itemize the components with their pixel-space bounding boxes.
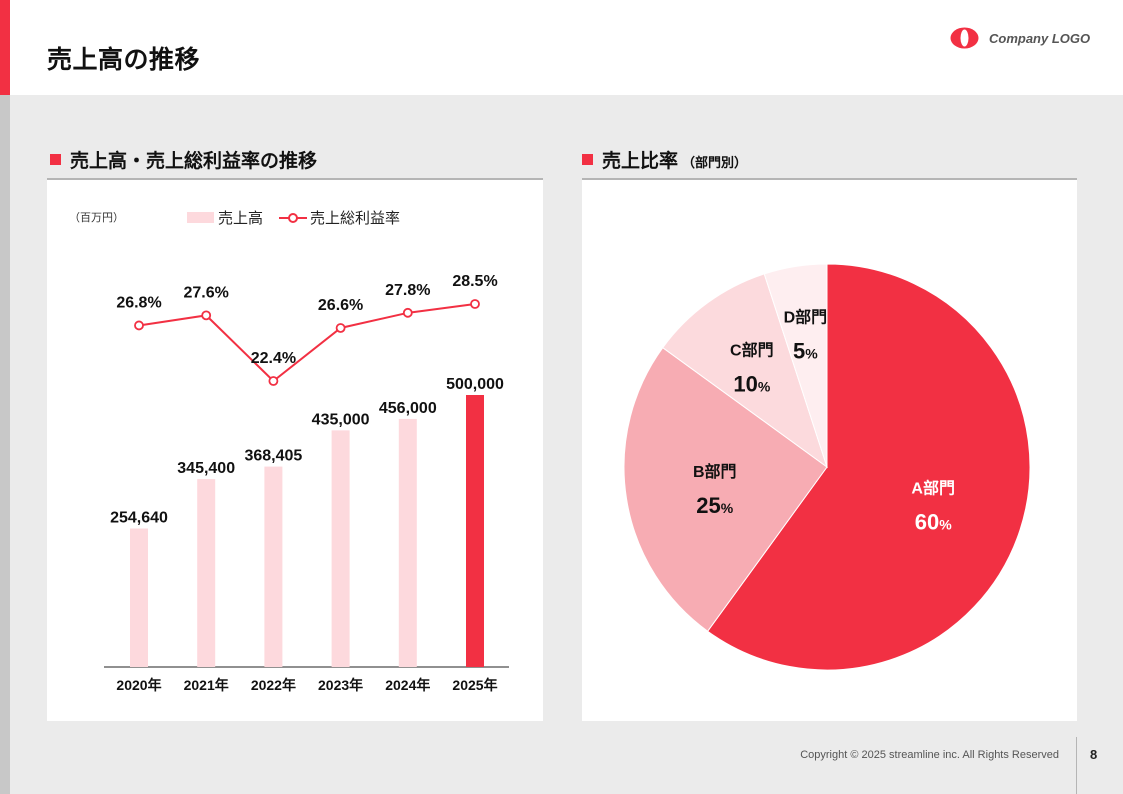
sales-bar — [197, 479, 216, 667]
legend-item-sales: 売上高 — [187, 207, 263, 228]
pie-slice-label: C部門 — [730, 341, 774, 360]
x-tick-label: 2021年 — [184, 677, 229, 693]
margin-point — [470, 299, 480, 309]
margin-point-label: 27.8% — [385, 282, 430, 299]
margin-line — [138, 303, 476, 383]
logo-icon — [950, 27, 979, 49]
pie-slice — [623, 346, 828, 632]
sales-bar — [398, 418, 417, 667]
section-marker-icon — [50, 154, 61, 165]
pie-slice — [706, 263, 1031, 671]
margin-point-label: 28.5% — [452, 273, 497, 290]
pie-slice-label: A部門 — [911, 479, 955, 498]
pie-slice-label: B部門 — [693, 462, 737, 481]
legend-item-margin: 売上総利益率 — [279, 207, 400, 228]
logo-text: Company LOGO — [989, 30, 1091, 46]
sales-ratio-panel: A部門 60% B部門 25% C部門 10% D部門 5% — [582, 178, 1077, 721]
margin-point — [402, 307, 413, 318]
sales-bar-label: 254,640 — [110, 509, 168, 526]
section-marker-icon — [582, 154, 593, 165]
legend-bar-swatch — [187, 212, 214, 223]
page-title: 売上高の推移 — [47, 46, 201, 74]
margin-point — [201, 310, 212, 321]
sales-ratio-section-title: 売上比率 （部門別） — [582, 146, 747, 173]
sales-combo-chart: 254,640 2020年 345,400 2021年 368,405 2022年 435,… — [104, 273, 509, 693]
pie-slice-value: 60% — [915, 510, 952, 535]
margin-point — [268, 376, 279, 386]
unit-label: （百万円） — [69, 212, 124, 224]
pie-slice-value: 25% — [696, 493, 733, 518]
pie-slice-value: 5% — [793, 339, 818, 364]
side-bar — [0, 95, 10, 794]
pie-slice — [763, 263, 828, 468]
sales-trend-panel: （百万円） 売上高 売上総利益率 254,640 2020年 345,400 2021… — [47, 178, 543, 721]
pie-slice — [662, 273, 828, 469]
header: 売上高の推移 Company LOGO — [0, 0, 1123, 95]
x-tick-label: 2025年 — [452, 677, 497, 693]
margin-point — [134, 320, 144, 331]
pie-slice-value: 10% — [733, 372, 770, 397]
pie-slice-label: D部門 — [784, 308, 828, 327]
header-accent-bar — [0, 0, 10, 95]
sales-bar-label: 456,000 — [379, 400, 437, 417]
legend-margin-label: 売上総利益率 — [310, 210, 401, 227]
department-pie-chart: A部門 60% B部門 25% C部門 10% D部門 5% — [623, 263, 1031, 671]
sales-bar-label: 345,400 — [177, 460, 235, 477]
sales-ratio-subtitle: （部門別） — [682, 155, 748, 170]
margin-point-label: 27.6% — [184, 284, 229, 301]
sales-bar-label: 500,000 — [446, 376, 504, 393]
margin-point-label: 26.8% — [116, 294, 161, 311]
legend-line-marker-icon — [279, 212, 308, 223]
x-tick-label: 2024年 — [385, 677, 430, 693]
copyright-text: Copyright © 2025 streamline inc. All Rig… — [800, 749, 1059, 761]
sales-bar-label: 368,405 — [244, 448, 302, 465]
sales-trend-section-title: 売上高・売上総利益率の推移 — [50, 146, 317, 173]
x-tick-label: 2022年 — [251, 677, 296, 693]
legend-sales-label: 売上高 — [218, 210, 264, 227]
sales-bar-label: 435,000 — [312, 411, 370, 428]
x-tick-label: 2020年 — [116, 677, 161, 693]
sales-bar — [130, 528, 148, 667]
company-logo: Company LOGO — [950, 27, 1090, 49]
footer-divider — [1076, 737, 1077, 794]
sales-trend-title-text: 売上高・売上総利益率の推移 — [70, 151, 318, 172]
margin-point-label: 26.6% — [318, 297, 363, 314]
margin-point — [335, 323, 346, 333]
sales-ratio-title-text: 売上比率 — [602, 151, 679, 172]
chart-legend: 売上高 売上総利益率 — [187, 207, 416, 228]
sales-bar — [331, 430, 350, 667]
sales-bar — [264, 466, 283, 667]
sales-bar — [466, 395, 484, 667]
page-number: 8 — [1090, 747, 1098, 762]
x-tick-label: 2023年 — [318, 677, 363, 693]
margin-point-label: 22.4% — [251, 350, 296, 367]
